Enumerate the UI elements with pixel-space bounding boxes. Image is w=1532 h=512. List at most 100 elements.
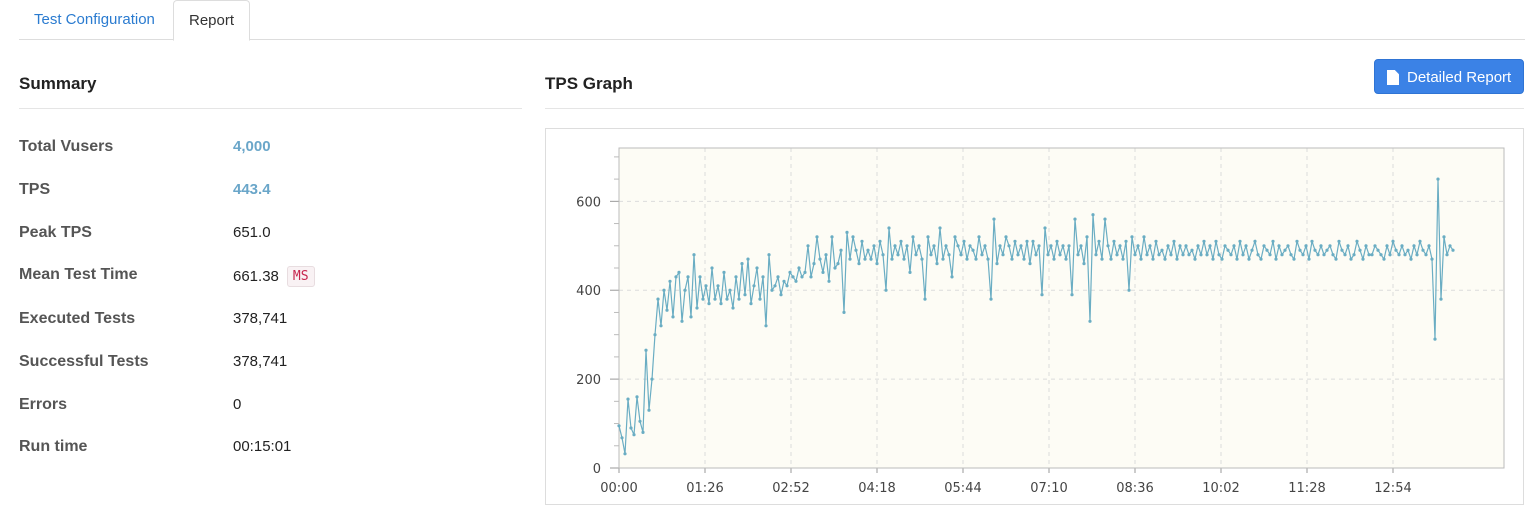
summary-row-peak-tps: Peak TPS 651.0 [19, 224, 519, 248]
tps-data-point [1127, 288, 1131, 292]
tps-data-point [1397, 253, 1401, 257]
tps-data-point [824, 253, 828, 257]
detailed-report-button[interactable]: Detailed Report [1374, 59, 1524, 94]
tps-data-point [629, 426, 633, 430]
tps-data-point [656, 297, 660, 301]
tab-test-configuration[interactable]: Test Configuration [34, 11, 155, 28]
tps-data-point [809, 275, 813, 279]
total-vusers-value[interactable]: 4,000 [233, 138, 271, 155]
y-tick-label: 0 [593, 462, 601, 477]
mean-test-time-value: 661.38 [233, 268, 279, 285]
tps-data-point [680, 319, 684, 323]
tps-data-point [1235, 257, 1239, 261]
tps-data-point [881, 253, 885, 257]
tps-data-point [1217, 253, 1221, 257]
tps-data-point [932, 244, 936, 248]
tps-data-point [767, 253, 771, 257]
graph-divider [545, 108, 1524, 109]
summary-label: Peak TPS [19, 224, 92, 241]
tps-data-point [1310, 239, 1314, 243]
tps-data-point [1379, 253, 1383, 257]
tps-data-point [938, 226, 942, 230]
tps-data-point [830, 235, 834, 239]
tps-data-point [791, 275, 795, 279]
tps-data-point [1130, 235, 1134, 239]
tps-data-point [707, 302, 711, 306]
tps-data-point [740, 262, 744, 266]
tps-data-point [884, 288, 888, 292]
tps-data-point [1199, 253, 1203, 257]
x-tick-label: 07:10 [1030, 481, 1067, 496]
tps-data-point [1214, 239, 1218, 243]
tps-data-point [866, 248, 870, 252]
summary-row-executed-tests: Executed Tests 378,741 [19, 310, 519, 334]
tps-data-point [992, 217, 996, 221]
tps-data-point [1433, 337, 1437, 341]
tps-data-point [1103, 217, 1107, 221]
tps-data-point [896, 253, 900, 257]
tps-data-point [1325, 248, 1329, 252]
tps-data-point [1043, 226, 1047, 230]
tps-data-point [1115, 253, 1119, 257]
plot-frame [618, 147, 1505, 469]
tps-data-point [1256, 253, 1260, 257]
tps-data-point [1007, 244, 1011, 248]
tps-data-point [1451, 248, 1455, 252]
tps-data-point [1040, 293, 1044, 297]
tps-data-point [1262, 244, 1266, 248]
tps-data-point [998, 244, 1002, 248]
tps-data-point [1439, 297, 1443, 301]
tps-data-point [1031, 239, 1035, 243]
tps-data-point [758, 297, 762, 301]
tps-data-point [845, 230, 849, 234]
tps-data-point [839, 248, 843, 252]
tps-data-point [1187, 253, 1191, 257]
tps-data-point [1037, 244, 1041, 248]
tps-data-point [644, 348, 648, 352]
tps-data-point [986, 257, 990, 261]
tps-data-point [647, 408, 651, 412]
tps-data-point [1052, 257, 1056, 261]
tps-data-point [941, 257, 945, 261]
tps-data-point [836, 262, 840, 266]
tps-data-point [728, 288, 732, 292]
x-tick-label: 08:36 [1116, 481, 1153, 496]
tps-data-point [632, 433, 636, 437]
tps-data-point [1445, 253, 1449, 257]
tps-chart: 00:00 01:26 02:52 04:18 05:44 07:10 08:36 10:02… [576, 147, 1505, 496]
tps-data-point [1160, 248, 1164, 252]
tps-data-point [875, 262, 879, 266]
summary-row-tps: TPS 443.4 [19, 181, 519, 205]
tps-data-point [1172, 239, 1176, 243]
tps-data-point [1247, 257, 1251, 261]
tps-value[interactable]: 443.4 [233, 181, 271, 198]
tps-data-point [905, 244, 909, 248]
tps-data-point [1283, 248, 1287, 252]
tps-data-point [1358, 248, 1362, 252]
x-tick-label: 05:44 [944, 481, 981, 496]
summary-label: Total Vusers [19, 138, 114, 155]
tps-data-point [1349, 257, 1353, 261]
y-tick-label: 200 [576, 373, 601, 388]
tps-data-point [770, 288, 774, 292]
tps-data-point [1268, 253, 1272, 257]
tps-data-point [965, 257, 969, 261]
tps-data-point [848, 257, 852, 261]
tps-data-point [959, 253, 963, 257]
peak-tps-value: 651.0 [233, 224, 271, 241]
tps-data-point [1148, 244, 1152, 248]
tps-data-point [1091, 213, 1095, 217]
tps-data-point [1025, 239, 1029, 243]
tps-data-point [1289, 253, 1293, 257]
tps-data-point [1436, 177, 1440, 181]
tab-report[interactable]: Report [173, 0, 251, 41]
tps-data-point [662, 288, 666, 292]
tps-data-point [878, 239, 882, 243]
tps-data-point [737, 297, 741, 301]
tps-data-point [1139, 257, 1143, 261]
tps-data-point [1403, 253, 1407, 257]
tps-data-point [722, 270, 726, 274]
tps-data-point [641, 430, 645, 434]
document-icon [1387, 70, 1399, 85]
y-tick-label: 600 [576, 195, 601, 210]
